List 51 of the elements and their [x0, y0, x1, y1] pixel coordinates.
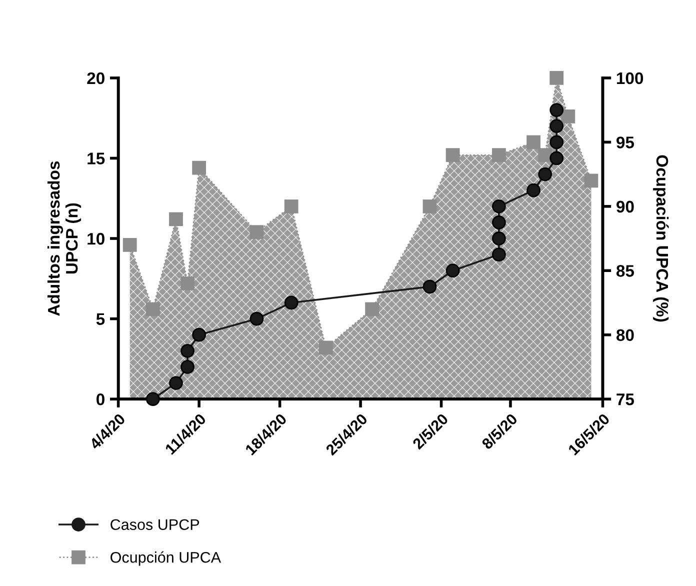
- point: [550, 135, 564, 150]
- y-tick-label: 15: [88, 152, 105, 164]
- point: [192, 160, 206, 175]
- point: [122, 238, 137, 252]
- point: [422, 280, 437, 294]
- y-tick-label: 20: [87, 72, 104, 84]
- y2-tick-label: 75: [616, 394, 634, 406]
- point: [526, 135, 540, 150]
- y2-tick-label: 95: [616, 136, 634, 148]
- y2-tick-label: 100: [616, 72, 644, 84]
- point: [492, 148, 506, 162]
- point: [284, 199, 298, 214]
- legend-label: Casos UPCP: [110, 519, 200, 530]
- point: [318, 340, 333, 355]
- y2-tick-label: 90: [616, 200, 634, 213]
- point: [550, 103, 564, 117]
- point: [422, 199, 437, 214]
- y2-tick-label: 85: [616, 265, 634, 277]
- point: [192, 328, 206, 342]
- point: [180, 276, 194, 290]
- point: [365, 302, 380, 316]
- legend-label: Ocupción UPCA: [110, 551, 222, 566]
- point: [492, 199, 506, 214]
- point: [180, 344, 194, 358]
- point: [550, 119, 564, 134]
- point: [538, 167, 552, 182]
- y-tick-label: 5: [96, 313, 105, 325]
- point: [250, 312, 264, 326]
- y-tick-label: 10: [88, 232, 104, 245]
- point: [284, 296, 298, 310]
- y2-tick-label: 80: [616, 329, 634, 342]
- y2-axis-title: Ocupación UPCA (%): [653, 155, 669, 322]
- point: [526, 183, 540, 198]
- point: [550, 151, 564, 166]
- point: [538, 148, 552, 162]
- point: [169, 212, 183, 226]
- point: [561, 110, 576, 124]
- point: [492, 216, 506, 230]
- point: [492, 232, 506, 246]
- point: [446, 148, 460, 162]
- point: [250, 225, 264, 240]
- point: [446, 264, 460, 278]
- point: [180, 360, 194, 374]
- point: [146, 302, 160, 316]
- point: [550, 70, 564, 85]
- y-axis-title: Adultos ingresados UPCP (n): [47, 161, 82, 316]
- y-tick-label: 0: [96, 393, 104, 406]
- point: [146, 392, 160, 406]
- point: [492, 248, 506, 262]
- point: [169, 376, 183, 390]
- point: [584, 174, 598, 188]
